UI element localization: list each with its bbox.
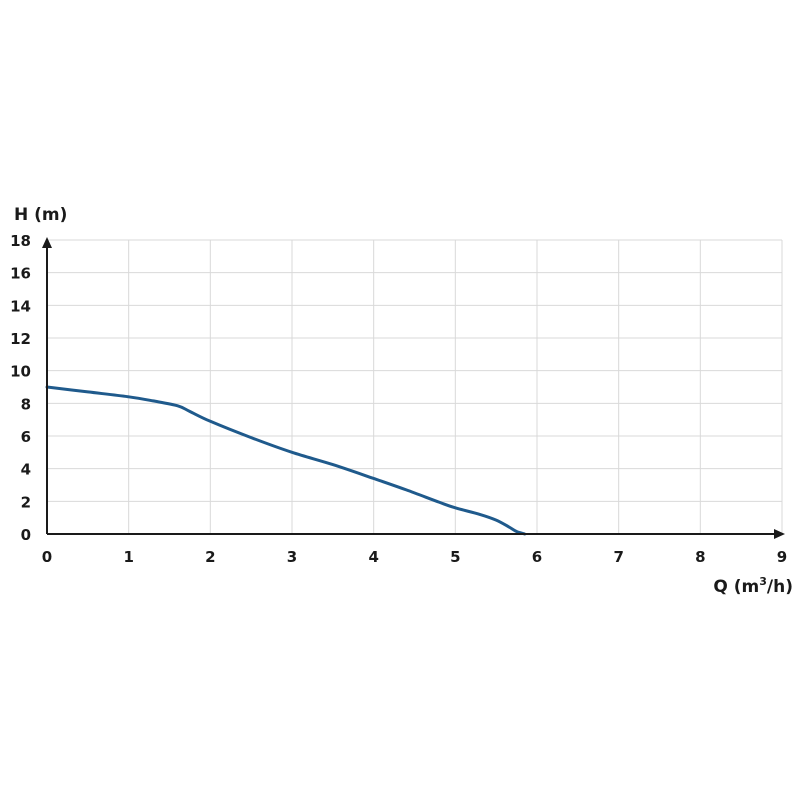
x-tick-label: 7 bbox=[613, 548, 623, 566]
x-axis-label-suffix: /h) bbox=[767, 577, 793, 597]
y-tick-label: 0 bbox=[21, 526, 31, 544]
y-tick-label: 10 bbox=[10, 363, 31, 381]
x-tick-label: 1 bbox=[123, 548, 133, 566]
x-tick-label: 2 bbox=[205, 548, 215, 566]
series-line bbox=[45, 385, 527, 536]
x-tick-label: 4 bbox=[368, 548, 378, 566]
y-tick-label: 8 bbox=[21, 395, 31, 413]
x-tick-label: 5 bbox=[450, 548, 460, 566]
series-layer bbox=[45, 385, 527, 536]
x-tick-label: 6 bbox=[532, 548, 542, 566]
y-tick-label: 12 bbox=[10, 330, 31, 348]
x-tick-label: 0 bbox=[42, 548, 52, 566]
x-tick-label: 3 bbox=[287, 548, 297, 566]
x-tick-label: 8 bbox=[695, 548, 705, 566]
y-tick-label: 4 bbox=[21, 461, 31, 479]
x-tick-label: 9 bbox=[777, 548, 787, 566]
y-tick-label: 2 bbox=[21, 493, 31, 511]
y-axis-label: H (m) bbox=[14, 205, 67, 225]
x-axis-label-prefix: Q (m bbox=[713, 577, 759, 597]
x-axis-label-superscript: 3 bbox=[759, 575, 767, 588]
x-axis-label: Q (m3/h) bbox=[713, 575, 793, 597]
y-tick-label: 14 bbox=[10, 297, 31, 315]
y-axis-arrow bbox=[42, 237, 52, 248]
x-axis-arrow bbox=[774, 529, 785, 539]
axes bbox=[42, 237, 785, 539]
y-tick-label: 18 bbox=[10, 232, 31, 250]
y-tick-label: 16 bbox=[10, 265, 31, 283]
y-tick-label: 6 bbox=[21, 428, 31, 446]
grid bbox=[47, 239, 783, 534]
